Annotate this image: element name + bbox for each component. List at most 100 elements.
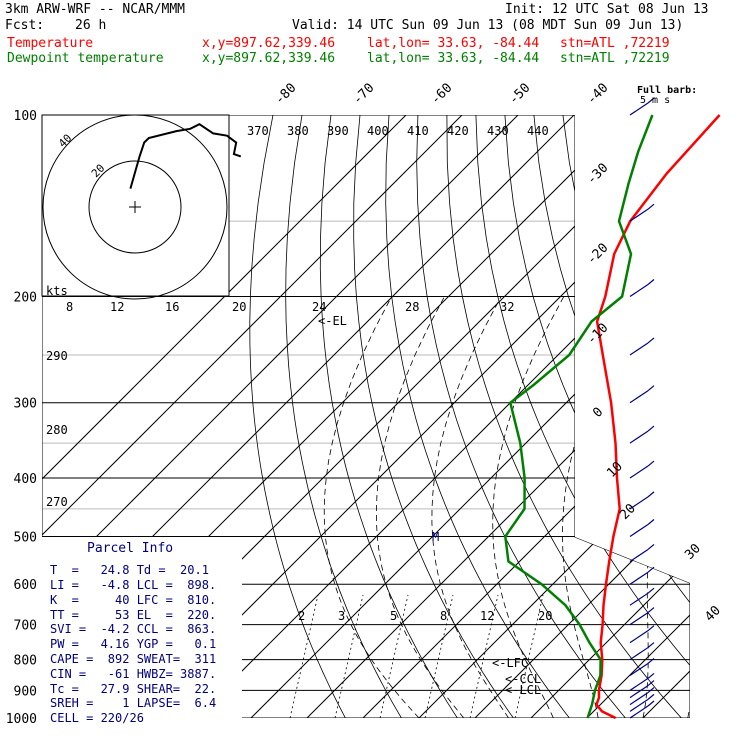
pressure-label: 400: [14, 472, 37, 487]
wind-barbs: [629, 97, 655, 719]
wind-barb-flag: [647, 491, 655, 498]
wind-barb-flag: [647, 672, 655, 679]
wind-barb-flag: [647, 337, 655, 344]
parcel-info-box: [42, 537, 242, 730]
wind-barb-flag: [647, 625, 655, 632]
side-temp-label: 40: [702, 603, 724, 625]
isotherm-line: [699, 115, 740, 718]
isotherm-line: [42, 115, 407, 718]
temp-latlon: lat,lon= 33.63, -84.44: [367, 36, 540, 51]
mixing-ratio-label: 3: [338, 609, 345, 623]
parcel-row-0: T = 24.8 Td = 20.1: [50, 563, 209, 577]
el-marker: <-EL: [318, 314, 347, 328]
wind-barb: [629, 592, 649, 606]
hodograph-ring: [42, 114, 228, 300]
wind-barb: [629, 677, 649, 691]
left-theta-label: 280: [46, 423, 68, 437]
theta-label: 410: [407, 124, 429, 138]
dry-adiabat-line: [416, 115, 626, 718]
side-temp-label: -30: [584, 161, 611, 188]
pressure-label: 600: [14, 578, 37, 593]
isotherm-line: [418, 115, 690, 718]
wind-barb: [629, 647, 649, 661]
wind-barb: [629, 548, 649, 562]
isotherm-line: [362, 115, 690, 718]
profile-curves: [504, 114, 721, 720]
hodograph-trace: [129, 123, 242, 189]
lcl-marker: <-LCL: [505, 683, 541, 697]
pressure-label: 700: [14, 619, 37, 634]
pressure-label: 300: [14, 397, 37, 412]
dry-adiabat-line: [708, 115, 740, 718]
legend-temperature: Temperature: [7, 36, 94, 51]
mid-temp-label: 12: [110, 300, 124, 314]
temp-xy: x,y=897.62,339.46: [202, 36, 336, 51]
pressure-label: 500: [14, 530, 37, 545]
moist-adiabat-line: [492, 296, 565, 718]
wind-barb: [629, 698, 649, 712]
mid-temp-label: 16: [165, 300, 179, 314]
temp-station: stn=ATL ,72219: [560, 36, 670, 51]
theta-label: 440: [527, 124, 549, 138]
hodograph-units: kts: [46, 284, 68, 298]
wind-barb-flag: [647, 687, 655, 694]
isotherm-line: [194, 115, 690, 718]
mixing-ratio-line: [424, 594, 454, 718]
parcel-row-8: Tc = 27.9 SHEAR= 22.: [50, 682, 216, 696]
dry-adiabat-line: [649, 115, 690, 718]
moist-adiabat-line: [323, 296, 420, 718]
wind-barb-flag: [647, 680, 655, 687]
wind-barb: [629, 102, 649, 116]
wind-barb: [629, 342, 649, 356]
dewp-xy: x,y=897.62,339.46: [202, 51, 336, 66]
dry-adiabat-line: [385, 115, 570, 718]
mid-temp-label: 20: [232, 300, 246, 314]
wind-barb: [629, 523, 649, 537]
wind-barb: [629, 465, 649, 479]
mixing-ratio-line: [469, 594, 499, 718]
diagram-frame: [42, 115, 690, 718]
moist-adiabat-line: [642, 296, 690, 718]
barb-legend-title: Full barb:: [637, 85, 697, 96]
parcel-row-10: CELL = 220/26: [50, 711, 144, 725]
theta-label: 390: [327, 124, 349, 138]
wind-barb-flag: [647, 519, 655, 525]
dry-adiabat-line: [446, 115, 682, 718]
dry-adiabat-line: [249, 115, 346, 718]
pressure-label: 900: [14, 684, 37, 699]
wind-barb-flag: [647, 385, 655, 392]
isotherm-line: [42, 115, 519, 718]
pressure-label: 200: [14, 291, 37, 306]
parcel-row-6: CAPE = 892 SWEAT= 311: [50, 652, 216, 666]
moist-adiabat-line: [375, 296, 465, 718]
top-temp-label: -50: [506, 81, 533, 108]
isotherm-line: [250, 115, 690, 718]
wind-barb-flag: [647, 607, 655, 614]
hodograph-ring: [88, 160, 182, 254]
mixing-ratio-line: [289, 594, 319, 718]
top-temp-label: -80: [272, 81, 299, 108]
mixing-ratio-line: [379, 594, 409, 718]
mid-temp-label: 24: [312, 300, 326, 314]
parcel-row-9: SREH = 1 LAPSE= 6.4: [50, 696, 216, 710]
left-theta-label: 290: [46, 349, 68, 363]
forecast-hour: 26 h: [75, 18, 107, 33]
valid-time: Valid: 14 UTC Sun 09 Jun 13 (08 MDT Sun …: [292, 18, 684, 33]
mid-temp-label: 32: [500, 300, 514, 314]
mid-temp-label: 8: [66, 300, 73, 314]
top-temp-label: -70: [350, 81, 377, 108]
parcel-row-4: SVI = -4.2 CCL = 863.: [50, 622, 216, 636]
legend-dewpoint: Dewpoint temperature: [7, 51, 164, 66]
left-theta-label: 270: [46, 495, 68, 509]
wind-barb-flag: [647, 460, 655, 467]
side-temp-label: 0: [590, 405, 606, 421]
wind-barb: [629, 430, 649, 444]
moist-adiabat-line: [687, 296, 690, 718]
parcel-row-1: LI = -4.8 LCL = 898.: [50, 578, 216, 592]
wind-barb-flag: [647, 425, 655, 432]
wind-barb: [629, 692, 649, 706]
temperature-profile: [595, 114, 721, 720]
dewpoint-profile: [504, 114, 654, 719]
wind-barb: [629, 685, 649, 699]
